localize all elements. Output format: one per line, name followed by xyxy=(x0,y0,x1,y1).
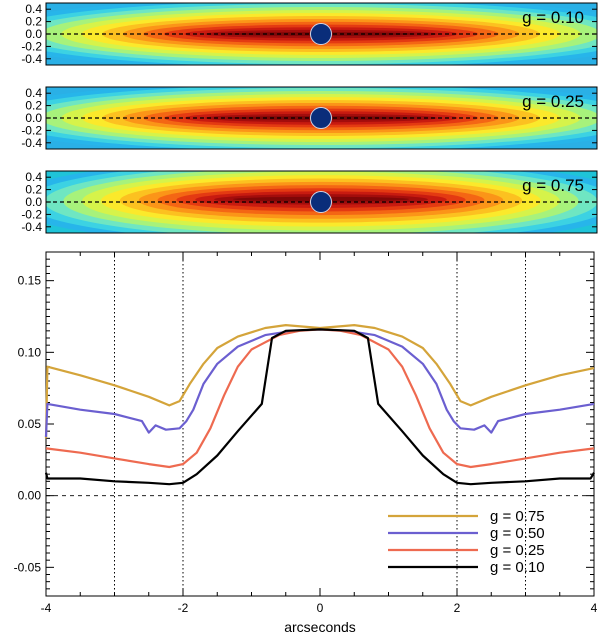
xtick-label: 0 xyxy=(317,601,324,615)
ytick-label: 0.10 xyxy=(18,345,42,359)
map-contours xyxy=(46,171,597,233)
map-g-label: g = 0.10 xyxy=(522,8,584,27)
map-ytick-label: -0.2 xyxy=(21,207,42,221)
occulting-disk xyxy=(310,107,332,129)
ytick-label: -0.05 xyxy=(14,560,42,574)
map-ytick-label: 0.4 xyxy=(25,86,42,100)
legend-label: g = 0.10 xyxy=(490,559,545,576)
series-line-4 xyxy=(44,328,595,486)
legend-label: g = 0.75 xyxy=(490,508,545,525)
map-panel-3: 0.40.20.0-0.2-0.4 g = 0.75 xyxy=(21,170,598,234)
map-ytick-label: 0.0 xyxy=(25,27,42,41)
map-ytick-label: 0.2 xyxy=(25,99,42,113)
xtick-label: -4 xyxy=(41,601,52,615)
ytick-label: 0.05 xyxy=(18,417,42,431)
map-contours xyxy=(46,87,597,149)
map-contours xyxy=(46,3,597,65)
map-ytick-label: 0.2 xyxy=(25,183,42,197)
series-line-2 xyxy=(44,328,595,437)
map-ytick-label: -0.2 xyxy=(21,123,42,137)
ytick-label: 0.15 xyxy=(18,274,42,288)
map-ytick-label: 0.4 xyxy=(25,170,42,184)
x-axis-title: arcseconds xyxy=(284,619,356,635)
xtick-label: -2 xyxy=(178,601,189,615)
map-g-label: g = 0.25 xyxy=(522,92,584,111)
xtick-label: 2 xyxy=(454,601,461,615)
legend: g = 0.75g = 0.50g = 0.25g = 0.10 xyxy=(388,508,545,576)
occulting-disk xyxy=(310,23,332,45)
occulting-disk xyxy=(310,191,332,213)
map-ytick-label: -0.4 xyxy=(21,220,42,234)
xtick-label: 4 xyxy=(591,601,598,615)
ytick-label: 0.00 xyxy=(18,489,42,503)
map-ytick-label: 0.0 xyxy=(25,195,42,209)
map-ytick-label: 0.4 xyxy=(25,2,42,16)
line-plot: -4 -2 0 2 4 0.15 0.10 0.05 0.00 -0.05 arcseconds g … xyxy=(14,251,598,635)
map-panel-1: 0.40.20.0-0.2-0.4 g = 0.10 xyxy=(21,2,598,66)
legend-label: g = 0.50 xyxy=(490,525,545,542)
map-ytick-label: 0.0 xyxy=(25,111,42,125)
map-g-label: g = 0.75 xyxy=(522,176,584,195)
map-ytick-label: -0.2 xyxy=(21,39,42,53)
map-ytick-label: 0.2 xyxy=(25,15,42,29)
map-ytick-label: -0.4 xyxy=(21,52,42,66)
scattering-maps: 0.40.20.0-0.2-0.4g = 0.100.40.20.0-0.2-0… xyxy=(21,2,598,234)
legend-label: g = 0.25 xyxy=(490,542,545,559)
map-ytick-label: -0.4 xyxy=(21,136,42,150)
series-line-1 xyxy=(44,324,595,439)
series-line-3 xyxy=(45,328,595,469)
map-panel-2: 0.40.20.0-0.2-0.4 g = 0.25 xyxy=(21,86,598,150)
